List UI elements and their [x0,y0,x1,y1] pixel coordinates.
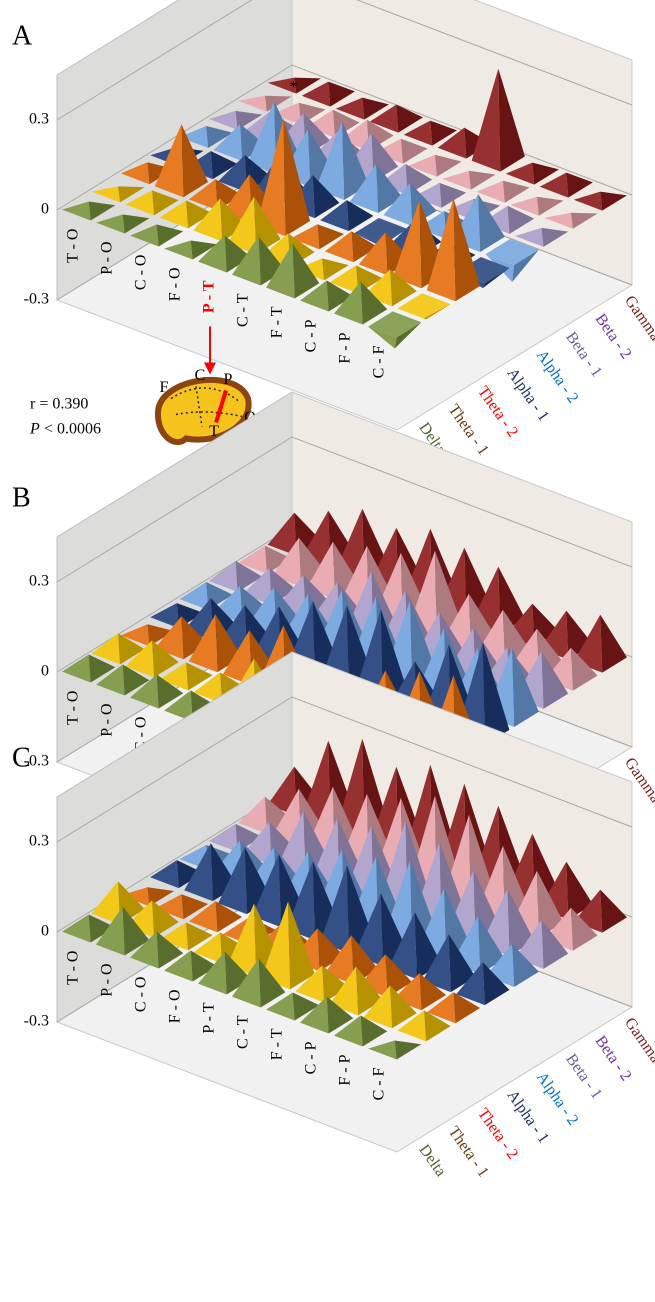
x-category-label: P - O [99,964,116,997]
series-label: Beta - 2 [592,311,635,362]
x-category-label: C - O [133,255,150,291]
stat-p: < 0.0006 [44,421,101,438]
stat-p-symbol: P [29,421,40,438]
x-category-label: C - F [371,345,388,378]
series-label: Gamma [621,293,655,344]
x-category-label: C - P [303,319,320,352]
y-tick-label: -0.3 [24,1013,49,1030]
x-category-label: F - O [167,268,184,302]
y-tick-label: 0.3 [29,573,49,590]
x-category-label: P - T [201,280,218,313]
y-tick-label: 0 [41,923,49,940]
x-category-label: F - P [337,332,354,363]
x-category-label: T - O [65,951,82,985]
chart-panel: A -0.3 0 0.3 T - O P - O C - O F - O P - T C - T F… [12,0,655,459]
brain-label: F [160,379,169,396]
series-label: Theta - 1 [445,401,492,458]
x-category-label: F - T [269,1028,286,1060]
y-tick-label: 0.3 [29,111,49,128]
series-label: Theta - 2 [474,383,521,440]
panel-label: B [12,482,31,513]
series-label: Beta - 2 [592,1033,635,1084]
x-category-label: P - O [99,242,116,275]
brain-label: P [224,371,233,388]
series-label: Delta [415,1142,449,1180]
x-category-label: F - P [337,1054,354,1085]
panel-label: C [12,742,31,773]
x-category-label: F - T [269,306,286,338]
x-category-label: C - P [303,1041,320,1074]
y-tick-label: 0 [41,663,49,680]
series-label: Theta - 2 [474,1105,521,1162]
series-label: Gamma [621,1015,655,1066]
x-category-label: C - F [371,1067,388,1100]
x-category-label: P - T [201,1002,218,1033]
figure: A -0.3 0 0.3 T - O P - O C - O F - O P - T C - T F… [0,0,655,1302]
series-label: Theta - 1 [445,1123,492,1180]
x-category-label: T - O [65,691,82,725]
y-tick-label: 0.3 [29,833,49,850]
x-category-label: P - O [99,704,116,737]
y-tick-label: 0 [41,201,49,218]
brain-label: C [195,367,206,384]
series-label: Beta - 1 [562,329,605,380]
stat-r: r = 0.390 [30,396,88,413]
series-label: Beta - 1 [562,1051,605,1102]
x-category-label: C - T [235,1015,252,1049]
x-category-label: C - O [133,977,150,1013]
x-category-label: F - O [167,990,184,1024]
asterisk: * [289,79,297,96]
x-category-label: C - T [235,293,252,327]
arrow-head [204,363,216,375]
x-category-label: T - O [65,229,82,263]
panel-label: A [12,20,33,51]
y-tick-label: -0.3 [24,291,49,308]
